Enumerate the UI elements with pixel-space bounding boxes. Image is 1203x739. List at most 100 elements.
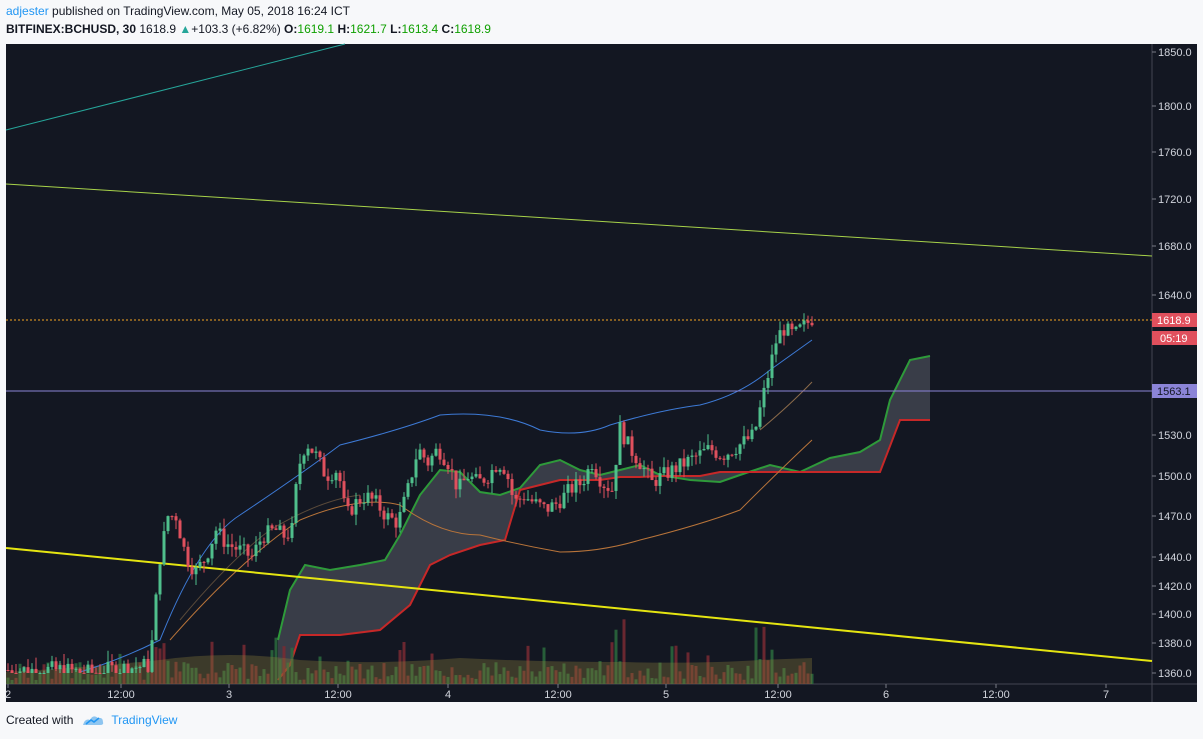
candle-body xyxy=(682,458,686,467)
volume-bar xyxy=(666,677,670,684)
candle-body xyxy=(234,546,238,550)
candle-body xyxy=(142,658,146,668)
candle-body xyxy=(214,530,218,544)
volume-bar xyxy=(258,675,262,684)
volume-bar xyxy=(430,653,434,684)
tradingview-logo-icon xyxy=(83,716,104,725)
candle-body xyxy=(170,516,174,518)
volume-bar xyxy=(10,679,14,684)
volume-bar xyxy=(310,673,314,684)
volume-bar xyxy=(590,668,594,684)
x-tick-label: 4 xyxy=(445,689,451,701)
volume-bar xyxy=(290,647,294,684)
volume-bar xyxy=(46,662,50,684)
volume-bar xyxy=(218,677,222,684)
candle-body xyxy=(474,474,478,477)
volume-bar xyxy=(514,677,518,684)
volume-bar xyxy=(342,675,346,684)
time-axis[interactable] xyxy=(6,684,1197,702)
volume-bar xyxy=(230,665,234,684)
volume-bar xyxy=(102,677,106,684)
volume-bar xyxy=(110,676,114,684)
volume-bar xyxy=(426,665,430,684)
low-value: 1613.4 xyxy=(401,22,439,36)
candle-body xyxy=(410,477,414,484)
volume-bar xyxy=(90,674,94,684)
volume-bar xyxy=(438,670,442,684)
open-value: 1619.1 xyxy=(297,22,335,36)
candle-body xyxy=(422,449,426,458)
candle-body xyxy=(106,661,110,673)
candle-body xyxy=(354,499,358,515)
candle-body xyxy=(366,492,370,503)
volume-bar xyxy=(422,666,426,684)
candle-body xyxy=(450,469,454,471)
volume-bar xyxy=(638,670,642,684)
candle-body xyxy=(162,531,166,565)
candle-body xyxy=(510,479,514,495)
y-tick-label: 1800.0 xyxy=(1158,101,1192,113)
volume-bar xyxy=(294,672,298,684)
volume-bar xyxy=(174,661,178,684)
footer: Created with TradingView xyxy=(6,713,177,727)
volume-bar xyxy=(554,670,558,684)
volume-bar xyxy=(770,649,774,684)
candle-body xyxy=(554,502,558,504)
candle-body xyxy=(666,467,670,478)
candle-body xyxy=(418,449,422,460)
candle-body xyxy=(686,456,690,467)
candle-body xyxy=(658,473,662,486)
volume-bar xyxy=(74,663,78,684)
candle-body xyxy=(258,541,262,545)
y-tick-label: 1500.0 xyxy=(1158,471,1192,483)
candle-body xyxy=(306,448,310,456)
green-trend-line xyxy=(5,183,1153,257)
candle-body xyxy=(398,511,402,528)
candle-body xyxy=(114,665,118,673)
volume-bar xyxy=(378,678,382,684)
brown-ma-line xyxy=(759,381,813,431)
candle-body xyxy=(350,506,354,515)
volume-bar xyxy=(454,675,458,684)
candle-body xyxy=(286,537,290,539)
candle-body xyxy=(522,499,526,501)
candle-body xyxy=(62,665,66,673)
candle-body xyxy=(582,483,586,486)
volume-bar xyxy=(558,671,562,684)
volume-bar xyxy=(626,677,630,684)
candle-body xyxy=(126,663,130,673)
candle-body xyxy=(262,541,266,543)
candle-body xyxy=(78,668,82,673)
volume-bar xyxy=(562,663,566,684)
candle-body xyxy=(730,454,734,456)
tradingview-link[interactable]: TradingView xyxy=(111,713,178,727)
x-tick-label: 12:00 xyxy=(107,689,135,701)
candle-body xyxy=(426,457,430,466)
candle-body xyxy=(390,513,394,518)
volume-bar xyxy=(714,674,718,684)
volume-bar xyxy=(162,643,166,684)
change-value: +103.3 (+6.82%) xyxy=(191,22,281,36)
low-label: L: xyxy=(390,22,402,36)
candle-body xyxy=(194,567,198,575)
chart-pane[interactable] xyxy=(6,44,1152,684)
candle-body xyxy=(702,449,706,451)
candle-body xyxy=(670,465,674,478)
volume-bar xyxy=(126,671,130,684)
volume-bar xyxy=(306,667,310,684)
y-tick-label: 1760.0 xyxy=(1158,147,1192,159)
volume-bar xyxy=(154,647,158,684)
candle-body xyxy=(646,468,650,470)
candle-body xyxy=(266,525,270,543)
candle-body xyxy=(550,502,554,512)
high-label: H: xyxy=(337,22,351,36)
volume-bar xyxy=(662,676,666,684)
price-axis[interactable] xyxy=(1152,44,1197,684)
volume-bar xyxy=(250,664,254,684)
y-tick-label: 1850.0 xyxy=(1158,47,1192,59)
author-link[interactable]: adjester xyxy=(6,4,49,18)
candle-body xyxy=(694,455,698,457)
candle-body xyxy=(158,564,162,595)
candle-body xyxy=(642,468,646,470)
